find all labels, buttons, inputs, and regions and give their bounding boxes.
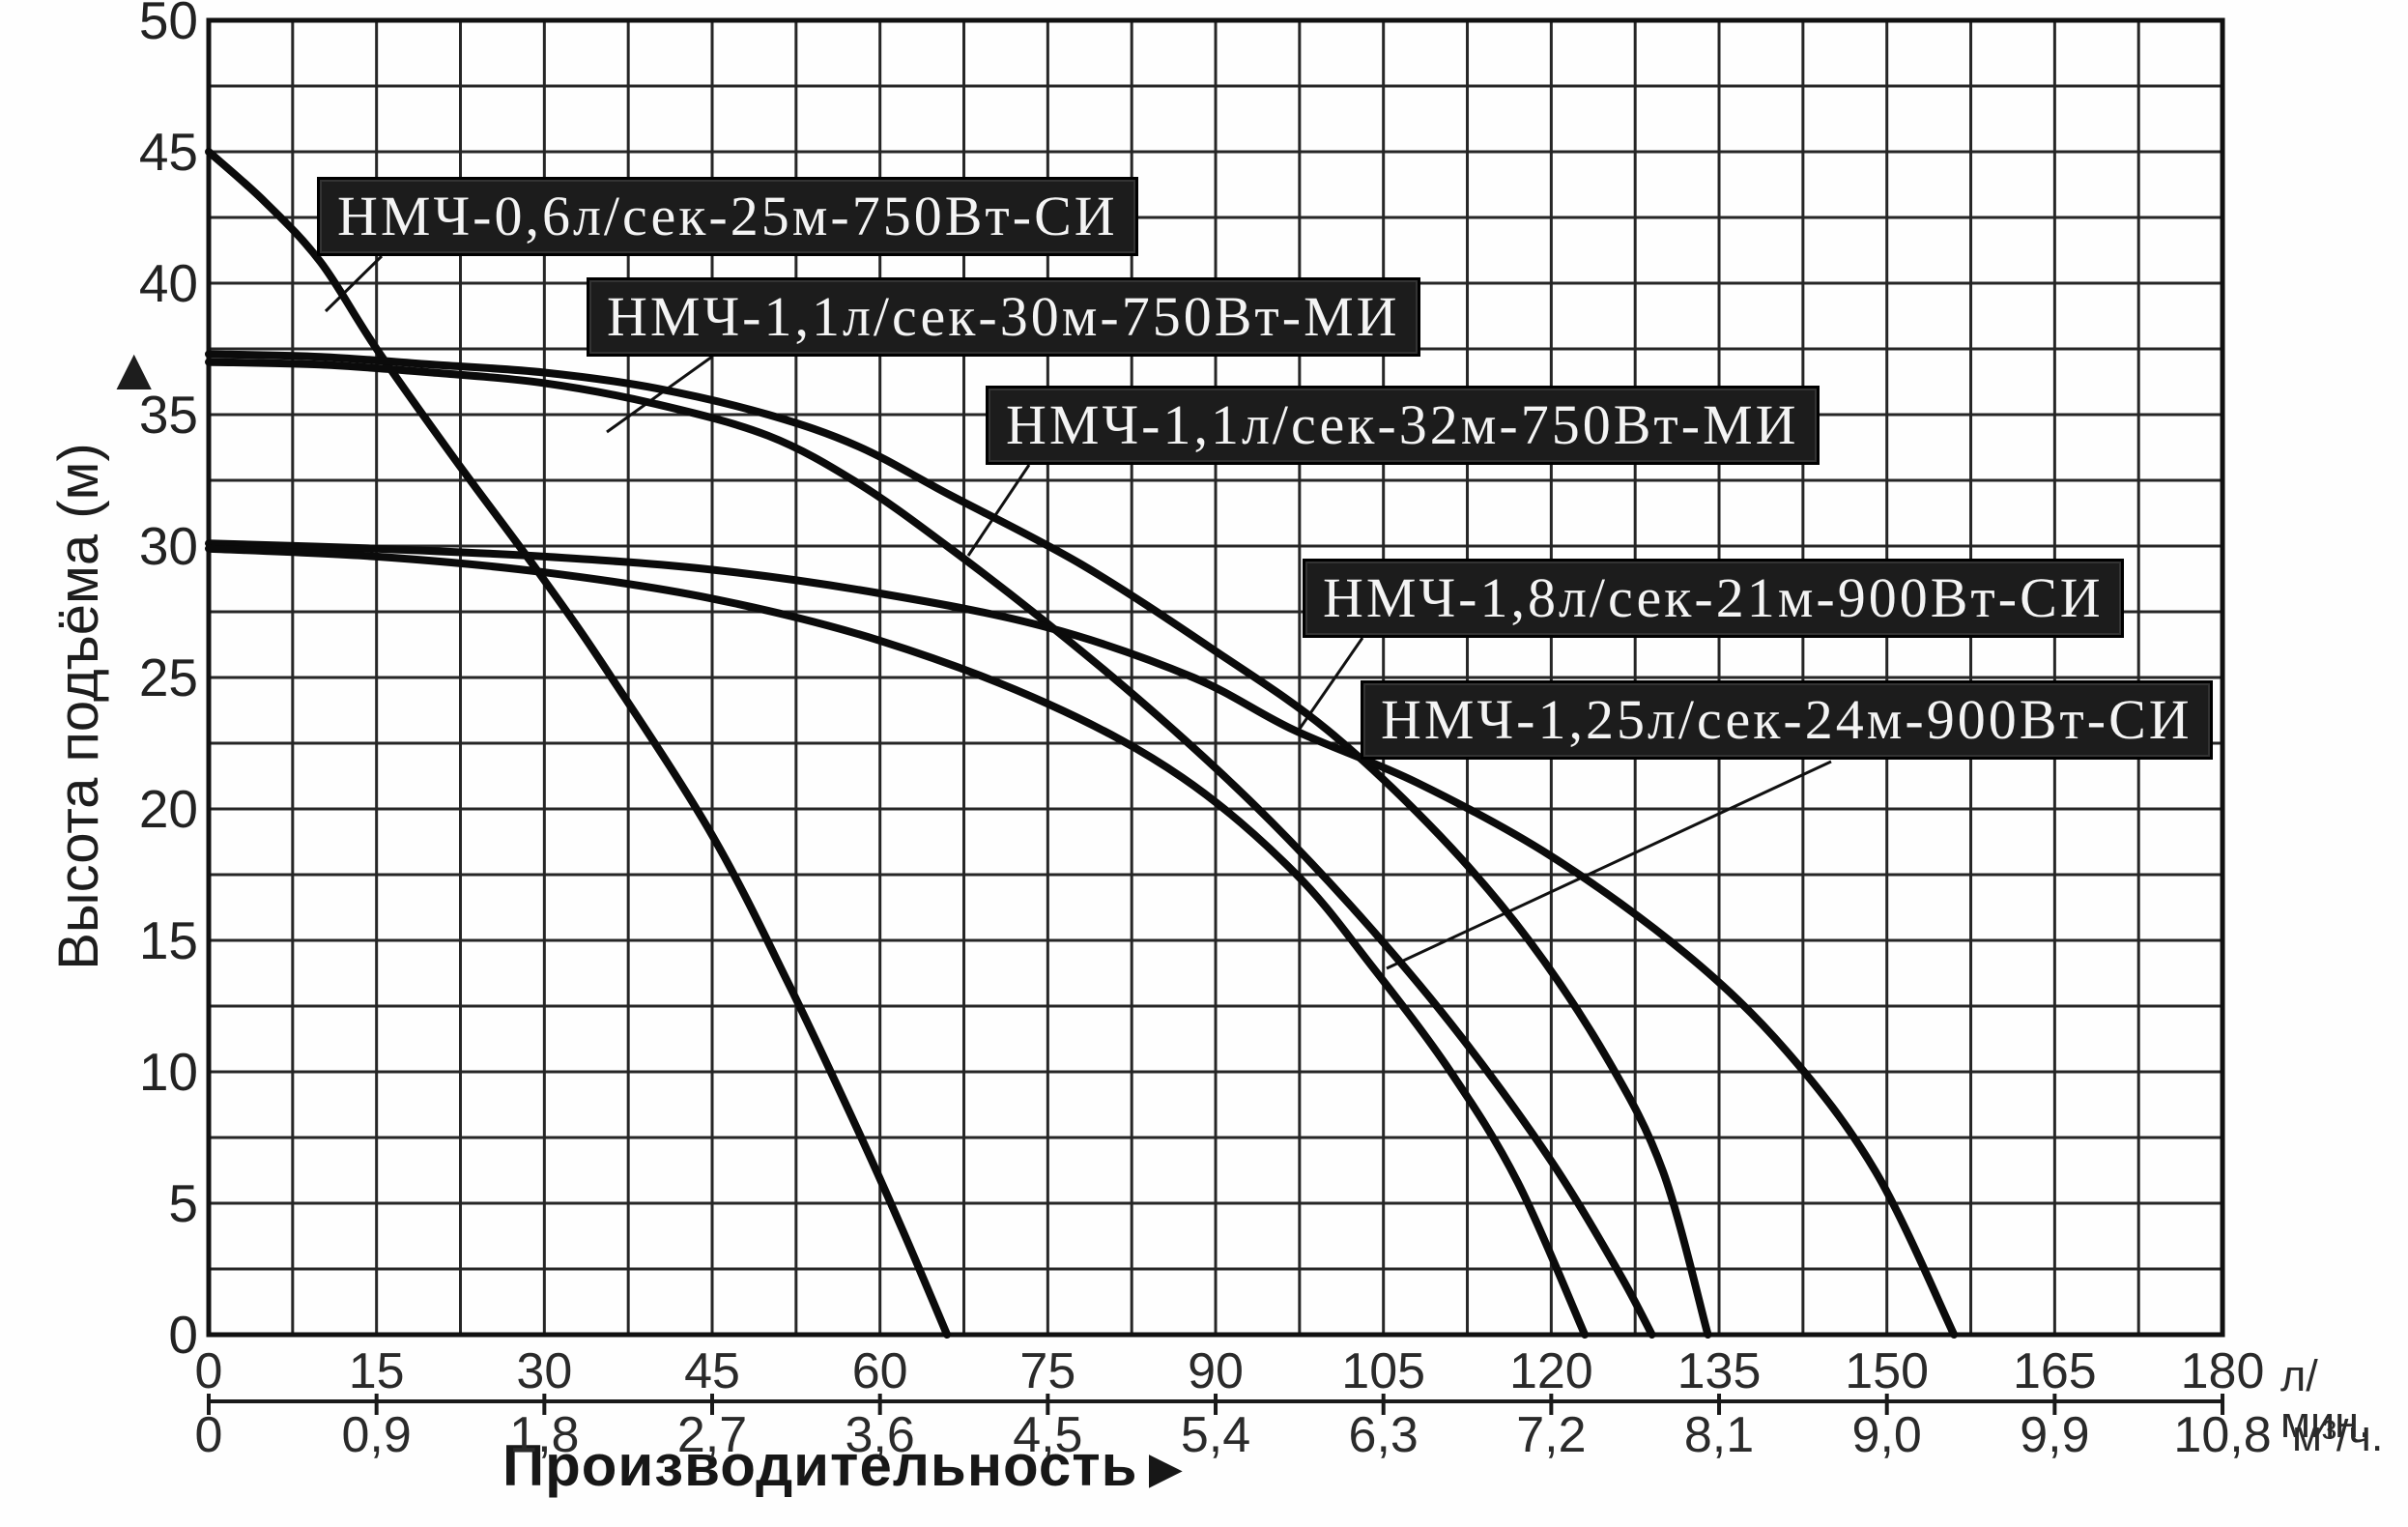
y-tick-label: 5: [168, 1173, 198, 1233]
x-axis-title-text: Производительность: [502, 1433, 1138, 1498]
y-tick-label: 45: [138, 122, 198, 182]
x-tick-label-lmin: 180: [2180, 1343, 2265, 1399]
x-tick-label-m3h: 4,5: [1013, 1407, 1083, 1463]
x-tick-label-lmin: 0: [194, 1343, 223, 1399]
y-tick-label: 40: [138, 253, 198, 313]
y-tick-label: 0: [168, 1305, 198, 1365]
label-leader-line: [1386, 760, 1832, 970]
x-tick-label-lmin: 90: [1188, 1343, 1244, 1399]
x-tick-label-m3h: 10,8: [2173, 1407, 2272, 1463]
x-tick-label-m3h: 9,9: [2020, 1407, 2090, 1463]
label-leader-line: [606, 355, 713, 434]
x-tick-label-m3h: 1,8: [509, 1407, 580, 1463]
plot-border: [206, 17, 2225, 1338]
x-tick-label-m3h: 3,6: [845, 1407, 915, 1463]
x-tick-label-m3h: 6,3: [1348, 1407, 1419, 1463]
y-tick-label: 20: [138, 779, 198, 839]
y-tick-label: 50: [138, 0, 198, 50]
curve-label-box-5: НМЧ-1,25л/сек-24м-900Вт-СИ: [1361, 680, 2213, 760]
curve-label-box-1: НМЧ-0,6л/сек-25м-750Вт-СИ: [317, 177, 1138, 256]
x-tick-label-m3h: 8,1: [1683, 1407, 1755, 1463]
pump-curve-1: [205, 148, 952, 1339]
y-tick-label: 10: [138, 1042, 198, 1102]
y-tick-label: 25: [138, 648, 198, 707]
pump-curve-2: [205, 358, 1656, 1339]
label-leader-line: [966, 464, 1031, 557]
x-tick-label-lmin: 165: [2012, 1343, 2097, 1399]
x-axis-title: Производительность►: [502, 1434, 1194, 1501]
label-leader-line: [324, 254, 384, 313]
y-tick-label: 30: [138, 516, 198, 576]
y-tick-label: 35: [138, 385, 198, 445]
x-axis-unit-lmin: л/мин.: [2280, 1351, 2371, 1447]
curve-label-box-2: НМЧ-1,1л/сек-30м-750Вт-МИ: [587, 277, 1420, 357]
x-tick-label-lmin: 30: [516, 1343, 573, 1399]
x-tick-label-m3h: 2,7: [676, 1407, 748, 1463]
x-tick-label-lmin: 135: [1677, 1343, 1762, 1399]
x-tick-label-lmin: 45: [684, 1343, 740, 1399]
right-arrow-icon: ►: [1137, 1437, 1194, 1500]
x-tick-label-lmin: 15: [348, 1343, 405, 1399]
x-tick-label-lmin: 105: [1341, 1343, 1426, 1399]
y-axis-up-arrow-icon: ▲: [104, 336, 164, 403]
y-tick-label: 15: [138, 910, 198, 970]
x-tick-label-m3h: 7,2: [1516, 1407, 1587, 1463]
pump-curve-5: [205, 544, 1590, 1339]
x-tick-label-lmin: 60: [851, 1343, 908, 1399]
x-tick-label-lmin: 150: [1845, 1343, 1930, 1399]
pump-curve-3: [205, 350, 1712, 1339]
curve-label-box-3: НМЧ-1,1л/сек-32м-750Вт-МИ: [986, 386, 1820, 465]
x-axis-unit-m3h: м³/ч.: [2292, 1411, 2384, 1460]
x-tick-label-lmin: 75: [1019, 1343, 1076, 1399]
x-tick-label-m3h: 9,0: [1851, 1407, 1922, 1463]
x-tick-label-m3h: 0: [194, 1407, 223, 1463]
x-tick-label-m3h: 5,4: [1180, 1407, 1251, 1463]
x-tick-label-lmin: 120: [1508, 1343, 1593, 1399]
x-tick-label-m3h: 0,9: [341, 1407, 412, 1463]
pump-curve-4: [205, 539, 1959, 1339]
curve-label-box-4: НМЧ-1,8л/сек-21м-900Вт-СИ: [1303, 559, 2124, 638]
